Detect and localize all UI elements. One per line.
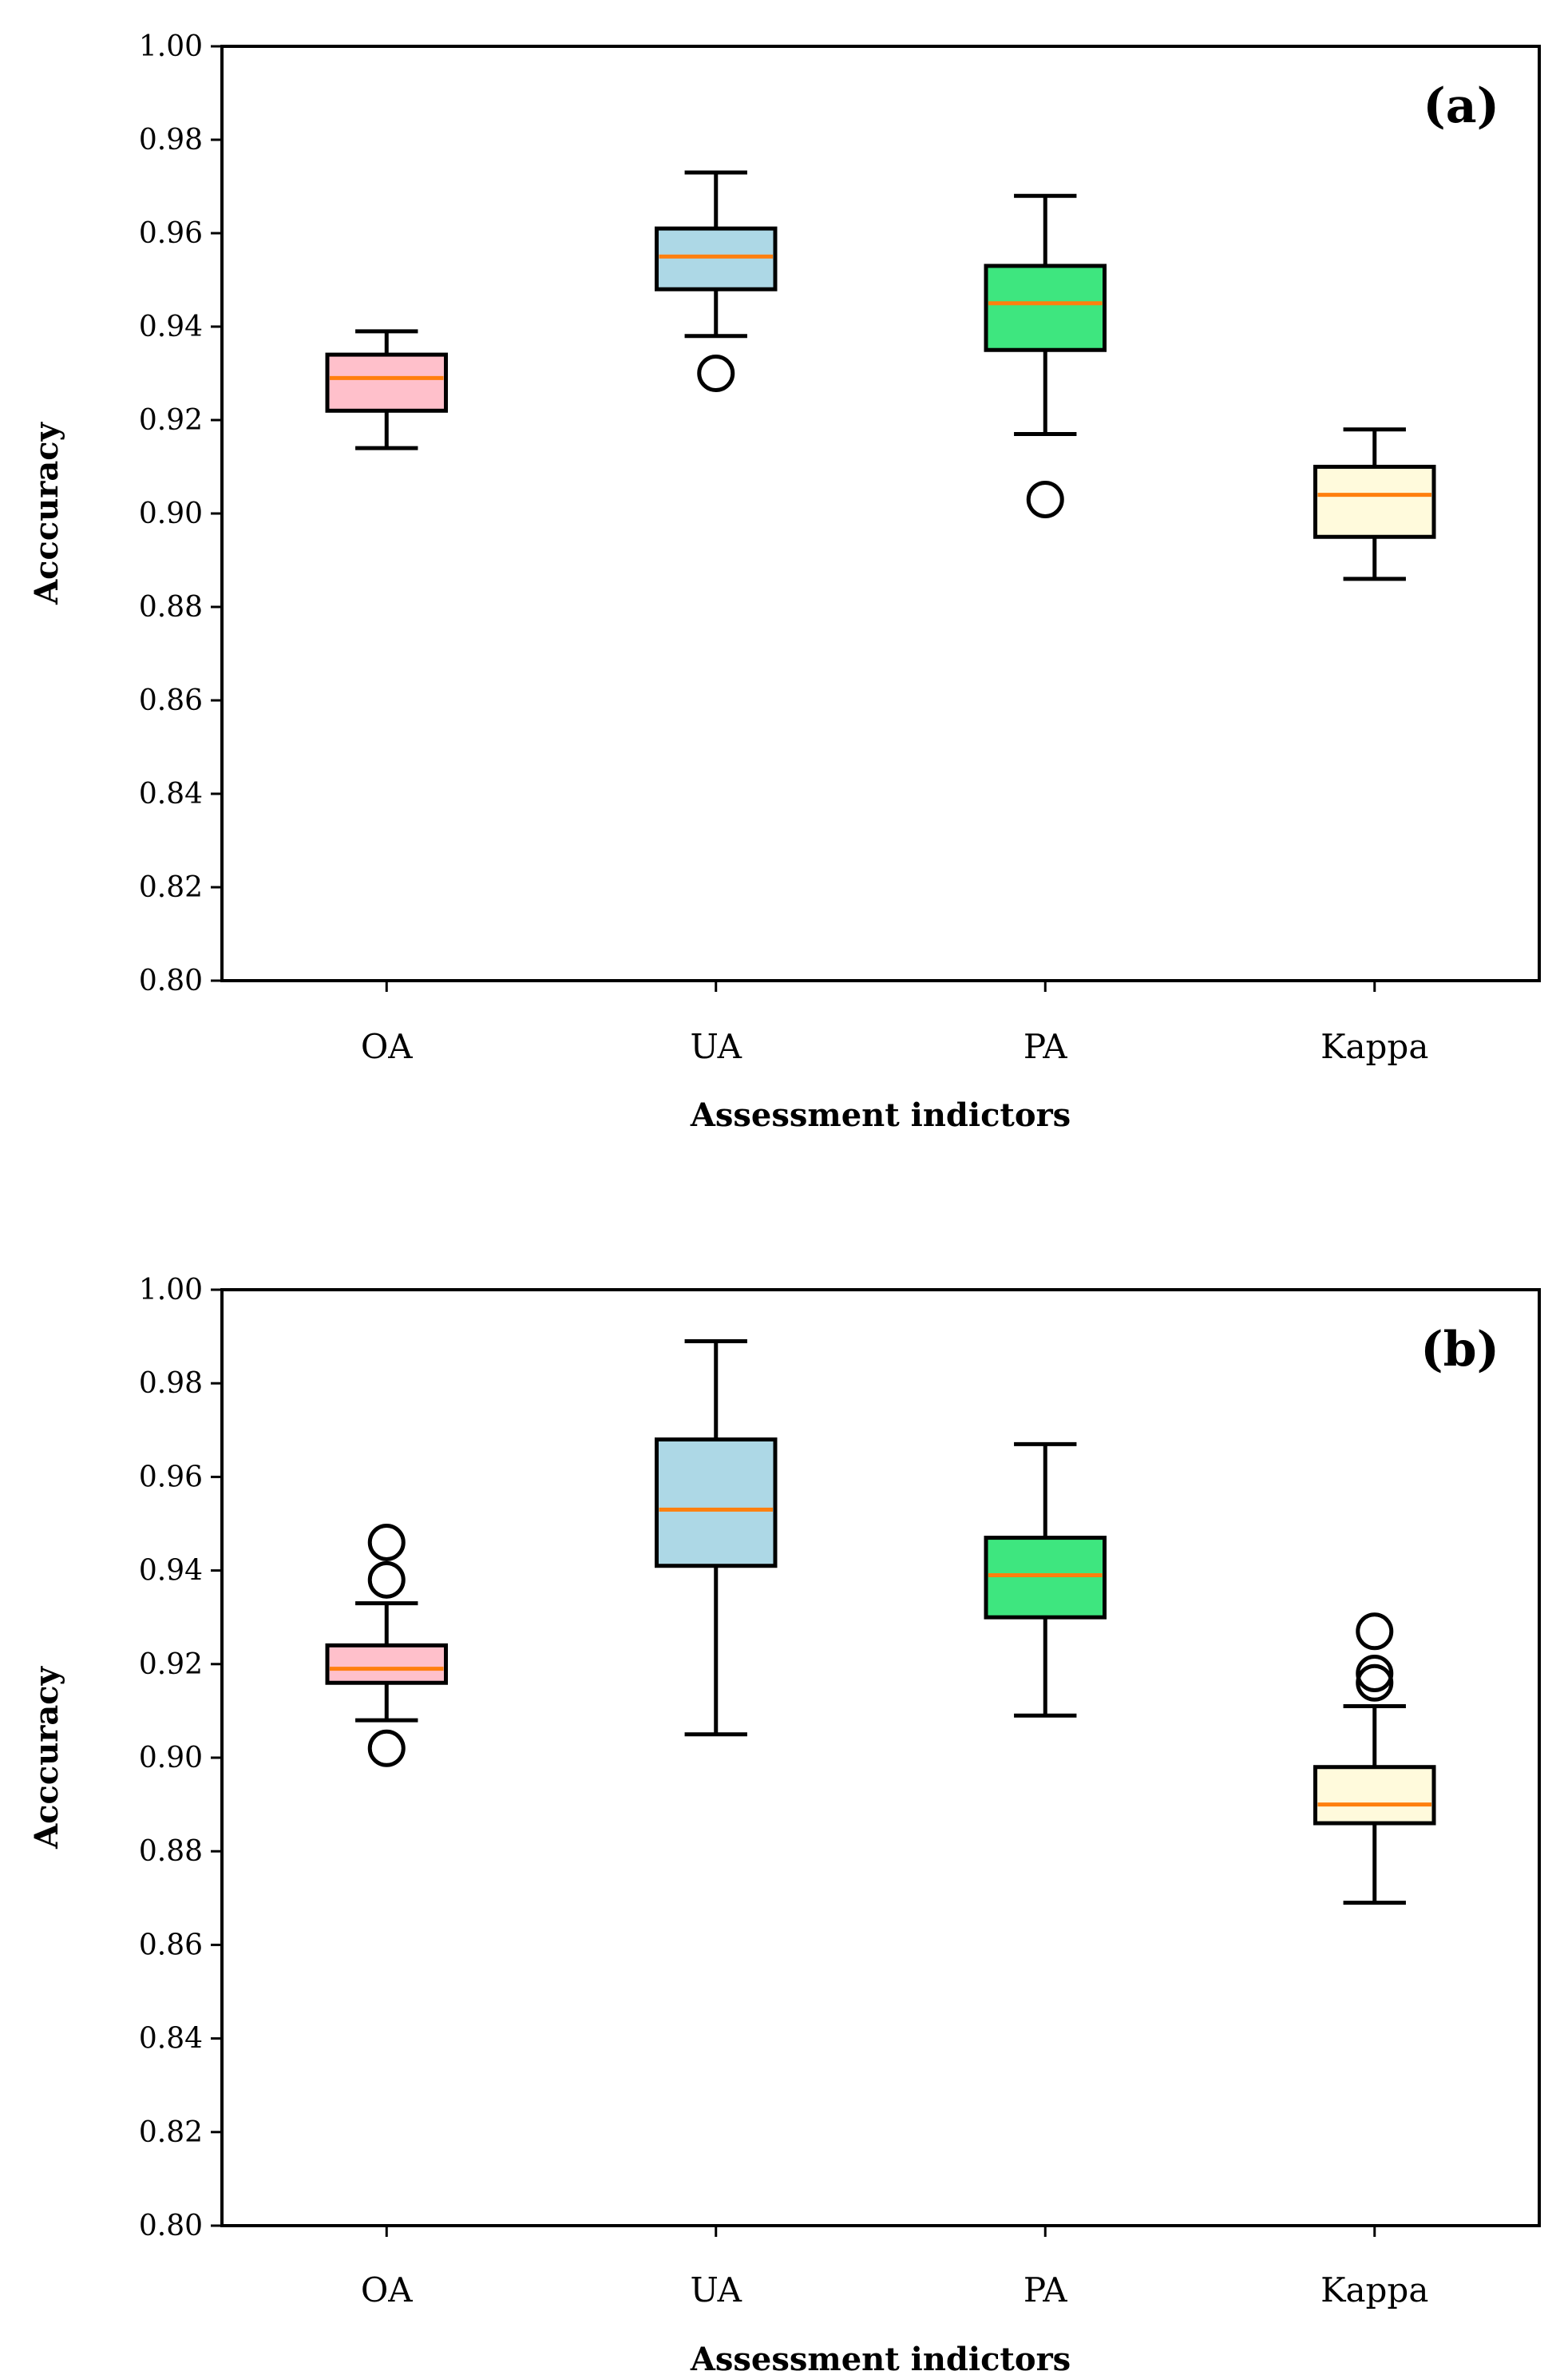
panel-label: (a) xyxy=(1423,78,1499,134)
x-tick-label: PA xyxy=(1024,1027,1067,1066)
x-tick-label: Kappa xyxy=(1321,2270,1428,2310)
y-tick-label: 0.90 xyxy=(139,498,203,530)
box-body xyxy=(325,352,448,413)
box-ua xyxy=(655,1338,778,1737)
panel-a: 0.80 0.82 0.84 0.86 0.88 0.90 0.92 0.94 0.96 0.98… xyxy=(28,30,1541,1134)
outlier-point xyxy=(367,1729,406,1767)
y-tick-label: 0.94 xyxy=(139,311,203,343)
y-tick-label: 0.92 xyxy=(139,1648,203,1681)
x-tick-label: UA xyxy=(691,1027,742,1066)
y-tick-label: 1.00 xyxy=(139,1274,203,1306)
box-body xyxy=(1313,1765,1436,1826)
y-tick-label: 0.80 xyxy=(139,965,203,997)
x-tick-label: Kappa xyxy=(1321,1027,1428,1066)
y-tick-label: 0.84 xyxy=(139,2023,203,2056)
y-tick-label: 1.00 xyxy=(139,30,203,63)
box-body xyxy=(655,1437,778,1568)
box-kappa xyxy=(1313,427,1436,581)
box-body xyxy=(1313,465,1436,539)
x-tick-label: OA xyxy=(361,2270,413,2310)
outlier-point xyxy=(367,1523,406,1561)
box-oa xyxy=(325,1523,448,1767)
x-tick-label: UA xyxy=(691,2270,742,2310)
outlier-point xyxy=(1356,1663,1394,1702)
y-axis-title: Acccuracy xyxy=(28,1665,65,1850)
y-tick-label: 0.86 xyxy=(139,684,203,717)
panel-b: 0.80 0.82 0.84 0.86 0.88 0.90 0.92 0.94 0.96 0.98… xyxy=(28,1274,1541,2375)
y-tick-label: 0.98 xyxy=(139,1367,203,1400)
y-tick-label: 0.84 xyxy=(139,778,203,811)
outlier-point xyxy=(367,1560,406,1599)
box-oa xyxy=(325,329,448,450)
plot-frame xyxy=(220,45,1541,982)
y-tick-label: 0.98 xyxy=(139,124,203,157)
plot-frame xyxy=(220,1288,1541,2227)
box-body xyxy=(325,1643,448,1685)
y-tick-label: 0.86 xyxy=(139,1929,203,1961)
x-axis-title: Assessment indictors xyxy=(690,1096,1071,1134)
box-ua xyxy=(655,170,778,392)
box-body xyxy=(984,1536,1107,1620)
outlier-point xyxy=(1356,1612,1394,1651)
outlier-point xyxy=(1356,1655,1394,1693)
box-body xyxy=(655,226,778,291)
outlier-point xyxy=(697,355,735,392)
y-tick-label: 0.80 xyxy=(139,2210,203,2242)
box-kappa xyxy=(1313,1612,1436,1905)
y-axis-title: Acccuracy xyxy=(28,421,65,605)
y-tick-label: 0.96 xyxy=(139,217,203,250)
x-axis-title: Assessment indictors xyxy=(690,2341,1071,2375)
outlier-point xyxy=(1026,480,1064,518)
y-tick-label: 0.94 xyxy=(139,1555,203,1588)
x-tick-label: PA xyxy=(1024,2270,1067,2310)
box-pa xyxy=(984,193,1107,518)
y-tick-label: 0.82 xyxy=(139,2116,203,2149)
box-pa xyxy=(984,1441,1107,1718)
box-body xyxy=(984,264,1107,352)
x-tick-label: OA xyxy=(361,1027,413,1066)
y-tick-label: 0.92 xyxy=(139,404,203,437)
y-tick-label: 0.82 xyxy=(139,871,203,904)
y-tick-label: 0.96 xyxy=(139,1461,203,1493)
y-tick-label: 0.90 xyxy=(139,1742,203,1774)
y-tick-label: 0.88 xyxy=(139,1835,203,1868)
y-tick-label: 0.88 xyxy=(139,591,203,624)
panel-label: (b) xyxy=(1420,1322,1499,1378)
